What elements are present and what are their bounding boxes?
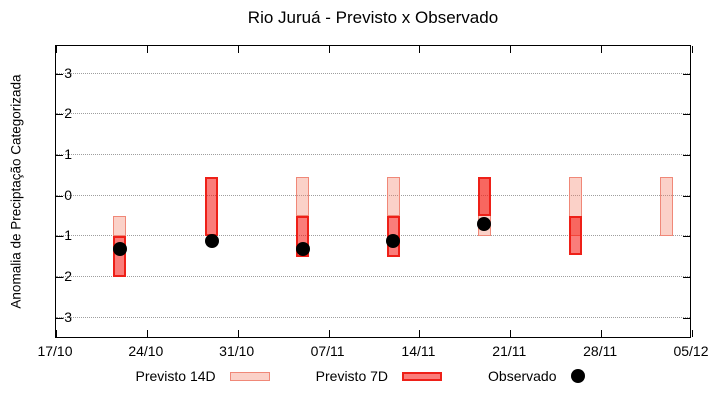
x-tick-label: 14/11 (401, 343, 436, 359)
legend-label-previsto-7d: Previsto 7D (315, 368, 389, 384)
observado-dot (295, 241, 310, 256)
range-bar-previsto-14d (113, 216, 127, 237)
observado-dot-icon (570, 369, 585, 383)
y-axis-label: Anomalia de Preciptação Categorizada (8, 74, 24, 309)
x-tick-label: 17/10 (37, 343, 73, 359)
grid-line (56, 154, 690, 156)
grid-line (56, 194, 690, 196)
y-tick-mark (683, 277, 690, 279)
x-tick-mark (692, 46, 693, 53)
observado-dot (477, 217, 492, 232)
x-tick-mark (56, 330, 57, 337)
y-tick-mark (56, 236, 63, 238)
range-bar-previsto-7d (568, 216, 582, 255)
y-tick-mark (683, 317, 690, 319)
grid-line (56, 72, 690, 74)
x-tick-label: 07/11 (310, 343, 345, 359)
range-bar-previsto-7d (205, 177, 219, 237)
y-tick-mark (56, 195, 63, 197)
range-bar-previsto-14d (296, 177, 310, 217)
plot-area (55, 45, 693, 338)
x-tick-mark (510, 46, 512, 53)
x-tick-label: 05/12 (673, 343, 709, 359)
x-tick-label: 31/10 (219, 343, 255, 359)
y-tick-label: -2 (59, 268, 72, 285)
range-bar-previsto-14d (386, 177, 400, 217)
y-tick-label: 2 (64, 105, 72, 122)
x-tick-mark (146, 330, 148, 337)
legend-item-observado: Observado (488, 368, 585, 384)
legend-item-previsto-14d: Previsto 14D (136, 368, 270, 384)
range-bar-previsto-14d (659, 177, 673, 237)
previsto-7d-swatch-icon (402, 371, 443, 381)
range-bar-previsto-7d (477, 177, 491, 217)
grid-line (56, 113, 690, 115)
grid-line (56, 235, 690, 237)
y-tick-mark (683, 195, 690, 197)
y-tick-mark (56, 114, 63, 116)
y-tick-mark (56, 277, 63, 279)
x-tick-label: 28/11 (583, 343, 618, 359)
observado-dot (204, 233, 219, 248)
x-tick-mark (510, 330, 512, 337)
y-tick-label: 1 (64, 146, 72, 163)
y-tick-mark (56, 317, 63, 319)
y-tick-mark (683, 236, 690, 238)
grid-line (56, 276, 690, 278)
chart-title: Rio Juruá - Previsto x Observado (247, 8, 499, 27)
grid-line (56, 316, 690, 318)
x-tick-mark (601, 46, 603, 53)
y-tick-mark (56, 73, 63, 75)
x-tick-mark (237, 46, 239, 53)
y-tick-mark (683, 155, 690, 157)
y-tick-label: 0 (64, 186, 72, 203)
y-tick-mark (56, 155, 63, 157)
y-tick-label: -3 (59, 308, 72, 325)
x-tick-mark (601, 330, 603, 337)
legend-label-previsto-14d: Previsto 14D (135, 368, 216, 384)
x-tick-mark (419, 46, 421, 53)
x-tick-mark (419, 330, 421, 337)
legend-item-previsto-7d: Previsto 7D (315, 368, 443, 384)
legend-label-observado: Observado (488, 368, 557, 384)
x-tick-mark (56, 46, 57, 53)
x-tick-mark (328, 330, 330, 337)
y-tick-label: 3 (64, 64, 72, 81)
x-tick-mark (328, 46, 330, 53)
x-tick-mark (692, 330, 693, 337)
x-tick-mark (146, 46, 148, 53)
x-tick-label: 21/11 (492, 343, 527, 359)
y-tick-mark (683, 114, 690, 116)
previsto-14d-swatch-icon (229, 371, 270, 381)
y-tick-mark (683, 73, 690, 75)
observado-dot (112, 241, 127, 256)
legend: Previsto 14D Previsto 7D Observado (0, 368, 720, 384)
x-tick-mark (237, 330, 239, 337)
x-tick-label: 24/10 (128, 343, 164, 359)
observado-dot (386, 233, 401, 248)
y-tick-label: -1 (59, 227, 72, 244)
